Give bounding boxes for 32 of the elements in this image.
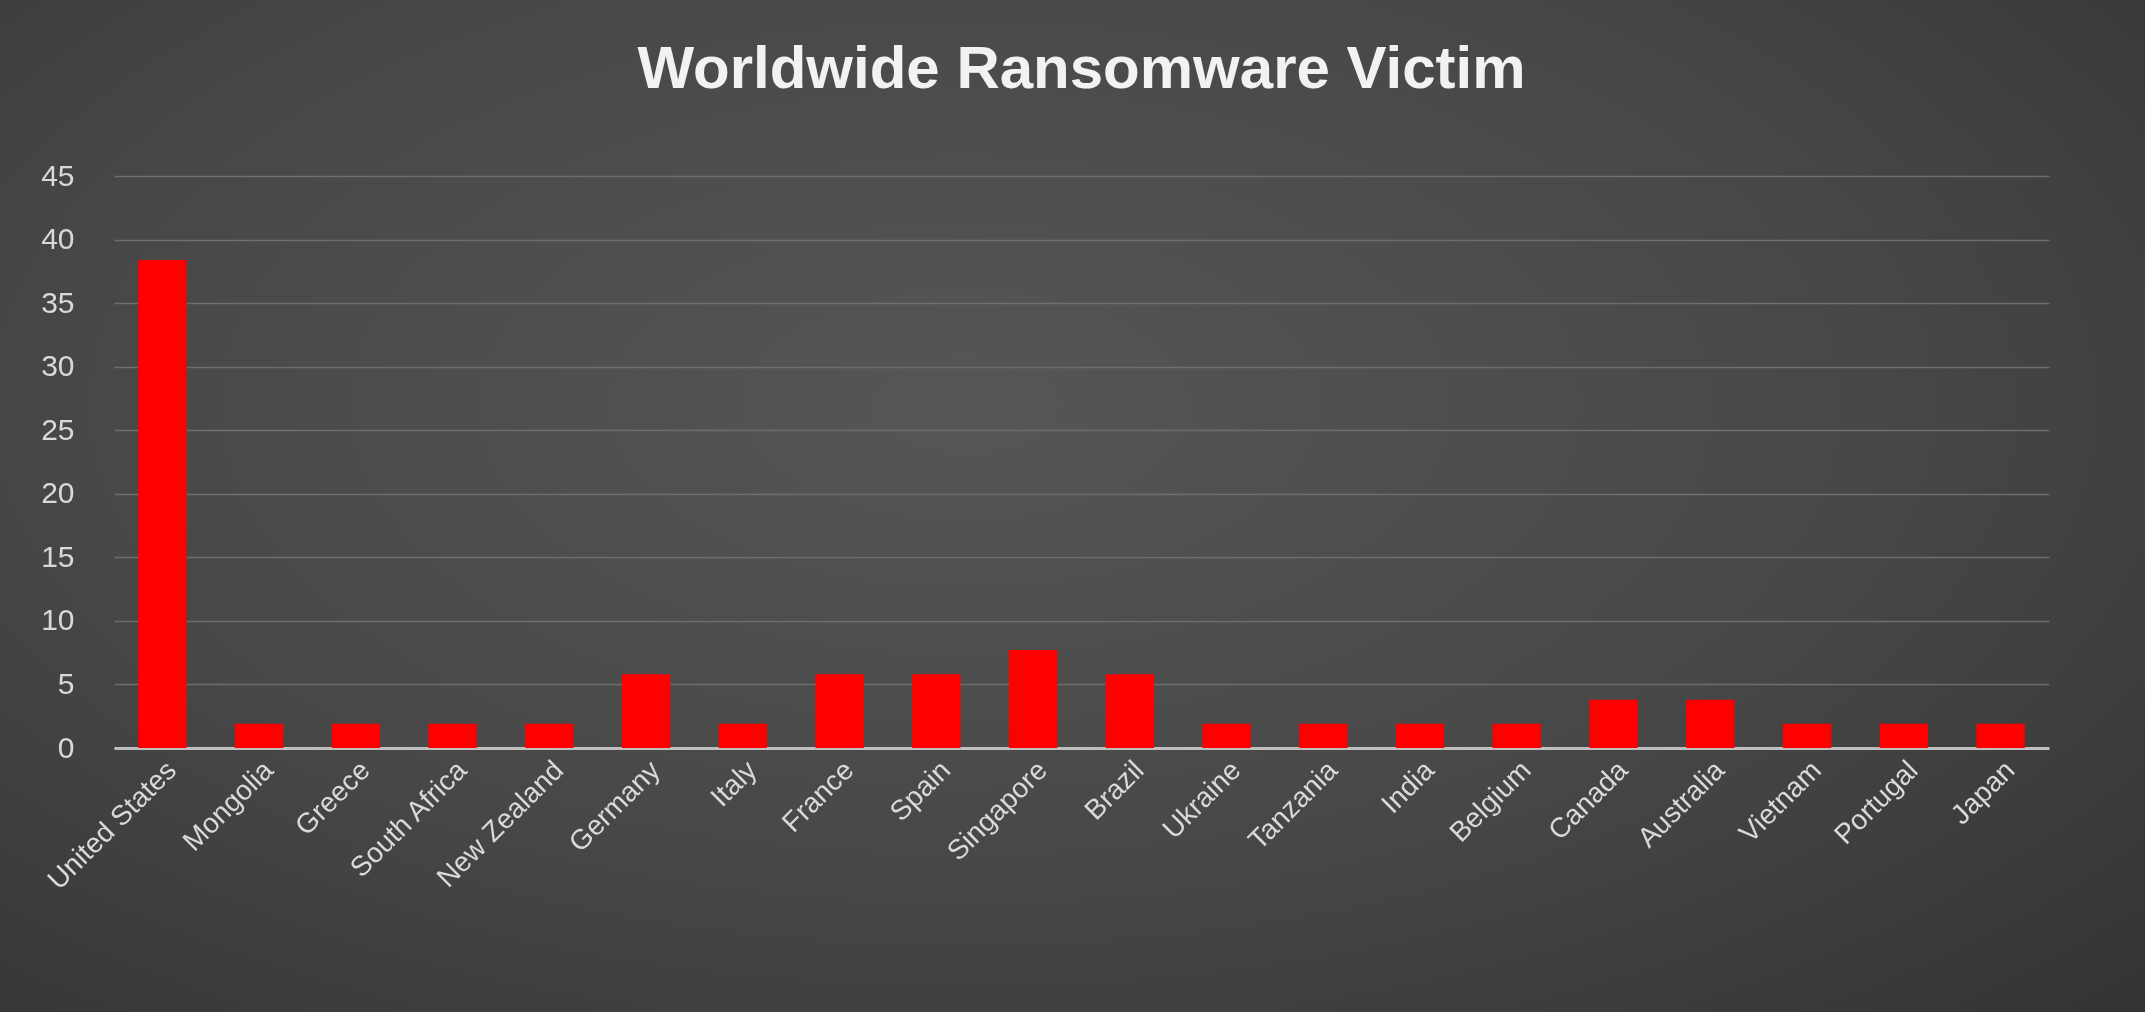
bar	[621, 674, 671, 748]
bar	[1395, 723, 1445, 748]
bar	[1589, 699, 1638, 748]
bar	[1299, 723, 1348, 748]
x-tick-label: Italy	[704, 754, 763, 813]
bar	[1879, 723, 1929, 748]
y-tick-label: 15	[41, 539, 75, 573]
bar	[331, 723, 381, 748]
y-tick-label: 35	[41, 285, 75, 319]
y-tick-label: 5	[57, 666, 75, 700]
bar	[1782, 723, 1832, 748]
bar	[718, 723, 768, 748]
y-tick-label: 20	[41, 476, 75, 510]
y-tick-label: 10	[41, 603, 75, 637]
bar	[1492, 723, 1542, 748]
bar	[1202, 723, 1251, 748]
bar	[138, 259, 187, 748]
y-tick-label: 25	[41, 412, 75, 446]
chart-title: Worldwide Ransomware Victim	[637, 34, 1526, 101]
bar	[1008, 650, 1058, 748]
y-tick-label: 0	[57, 730, 75, 764]
y-tick-label: 30	[41, 349, 75, 383]
bar	[815, 674, 864, 748]
bar	[1976, 723, 2025, 748]
y-tick-label: 40	[41, 222, 75, 256]
bar	[912, 674, 961, 748]
bar	[1105, 674, 1155, 748]
bar	[428, 723, 477, 748]
bar	[234, 723, 284, 748]
bar	[1686, 699, 1735, 748]
y-tick-label: 45	[41, 158, 75, 192]
bar	[525, 723, 574, 748]
